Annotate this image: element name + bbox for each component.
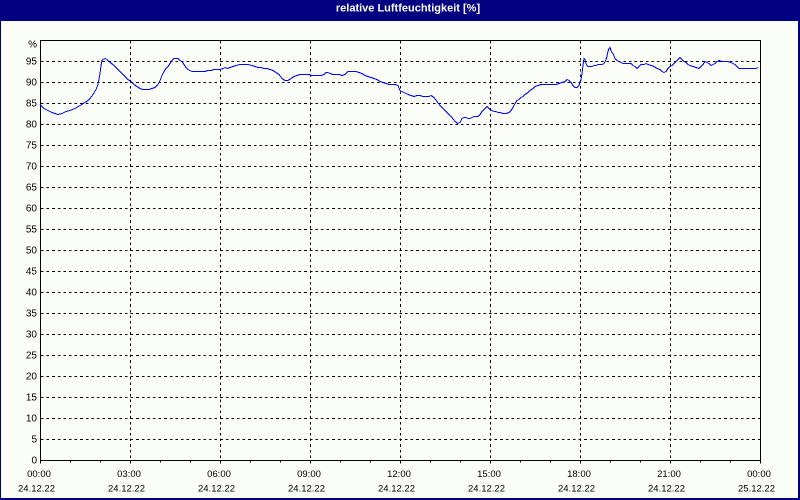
svg-text:0: 0 bbox=[31, 456, 37, 467]
svg-text:45: 45 bbox=[26, 267, 38, 278]
svg-text:25.12.22: 25.12.22 bbox=[738, 484, 775, 495]
svg-text:24.12.22: 24.12.22 bbox=[378, 484, 415, 495]
svg-text:70: 70 bbox=[26, 162, 38, 173]
svg-text:30: 30 bbox=[26, 330, 38, 341]
svg-text:80: 80 bbox=[26, 120, 38, 131]
svg-text:24.12.22: 24.12.22 bbox=[468, 484, 505, 495]
svg-text:00:00: 00:00 bbox=[27, 469, 51, 480]
svg-text:50: 50 bbox=[26, 246, 38, 257]
svg-text:15: 15 bbox=[26, 393, 38, 404]
svg-text:09:00: 09:00 bbox=[297, 469, 321, 480]
svg-text:65: 65 bbox=[26, 183, 38, 194]
svg-text:15:00: 15:00 bbox=[477, 469, 501, 480]
svg-text:%: % bbox=[28, 40, 37, 51]
svg-text:24.12.22: 24.12.22 bbox=[558, 484, 595, 495]
svg-text:5: 5 bbox=[31, 435, 37, 446]
svg-text:25: 25 bbox=[26, 351, 38, 362]
svg-text:55: 55 bbox=[26, 225, 38, 236]
svg-text:75: 75 bbox=[26, 141, 38, 152]
svg-text:24.12.22: 24.12.22 bbox=[18, 484, 55, 495]
svg-text:10: 10 bbox=[26, 414, 38, 425]
svg-text:18:00: 18:00 bbox=[567, 469, 591, 480]
svg-text:24.12.22: 24.12.22 bbox=[108, 484, 145, 495]
svg-text:24.12.22: 24.12.22 bbox=[648, 484, 685, 495]
svg-text:40: 40 bbox=[26, 288, 38, 299]
svg-text:90: 90 bbox=[26, 78, 38, 89]
svg-text:24.12.22: 24.12.22 bbox=[288, 484, 325, 495]
svg-text:95: 95 bbox=[26, 57, 38, 68]
svg-text:60: 60 bbox=[26, 204, 38, 215]
svg-text:24.12.22: 24.12.22 bbox=[198, 484, 235, 495]
svg-text:35: 35 bbox=[26, 309, 38, 320]
svg-text:85: 85 bbox=[26, 99, 38, 110]
svg-text:06:00: 06:00 bbox=[207, 469, 231, 480]
svg-text:20: 20 bbox=[26, 372, 38, 383]
svg-text:12:00: 12:00 bbox=[387, 469, 411, 480]
svg-text:00:00: 00:00 bbox=[747, 469, 771, 480]
svg-text:03:00: 03:00 bbox=[117, 469, 141, 480]
svg-text:21:00: 21:00 bbox=[657, 469, 681, 480]
svg-text:relative Luftfeuchtigkeit [%]: relative Luftfeuchtigkeit [%] bbox=[336, 3, 481, 15]
